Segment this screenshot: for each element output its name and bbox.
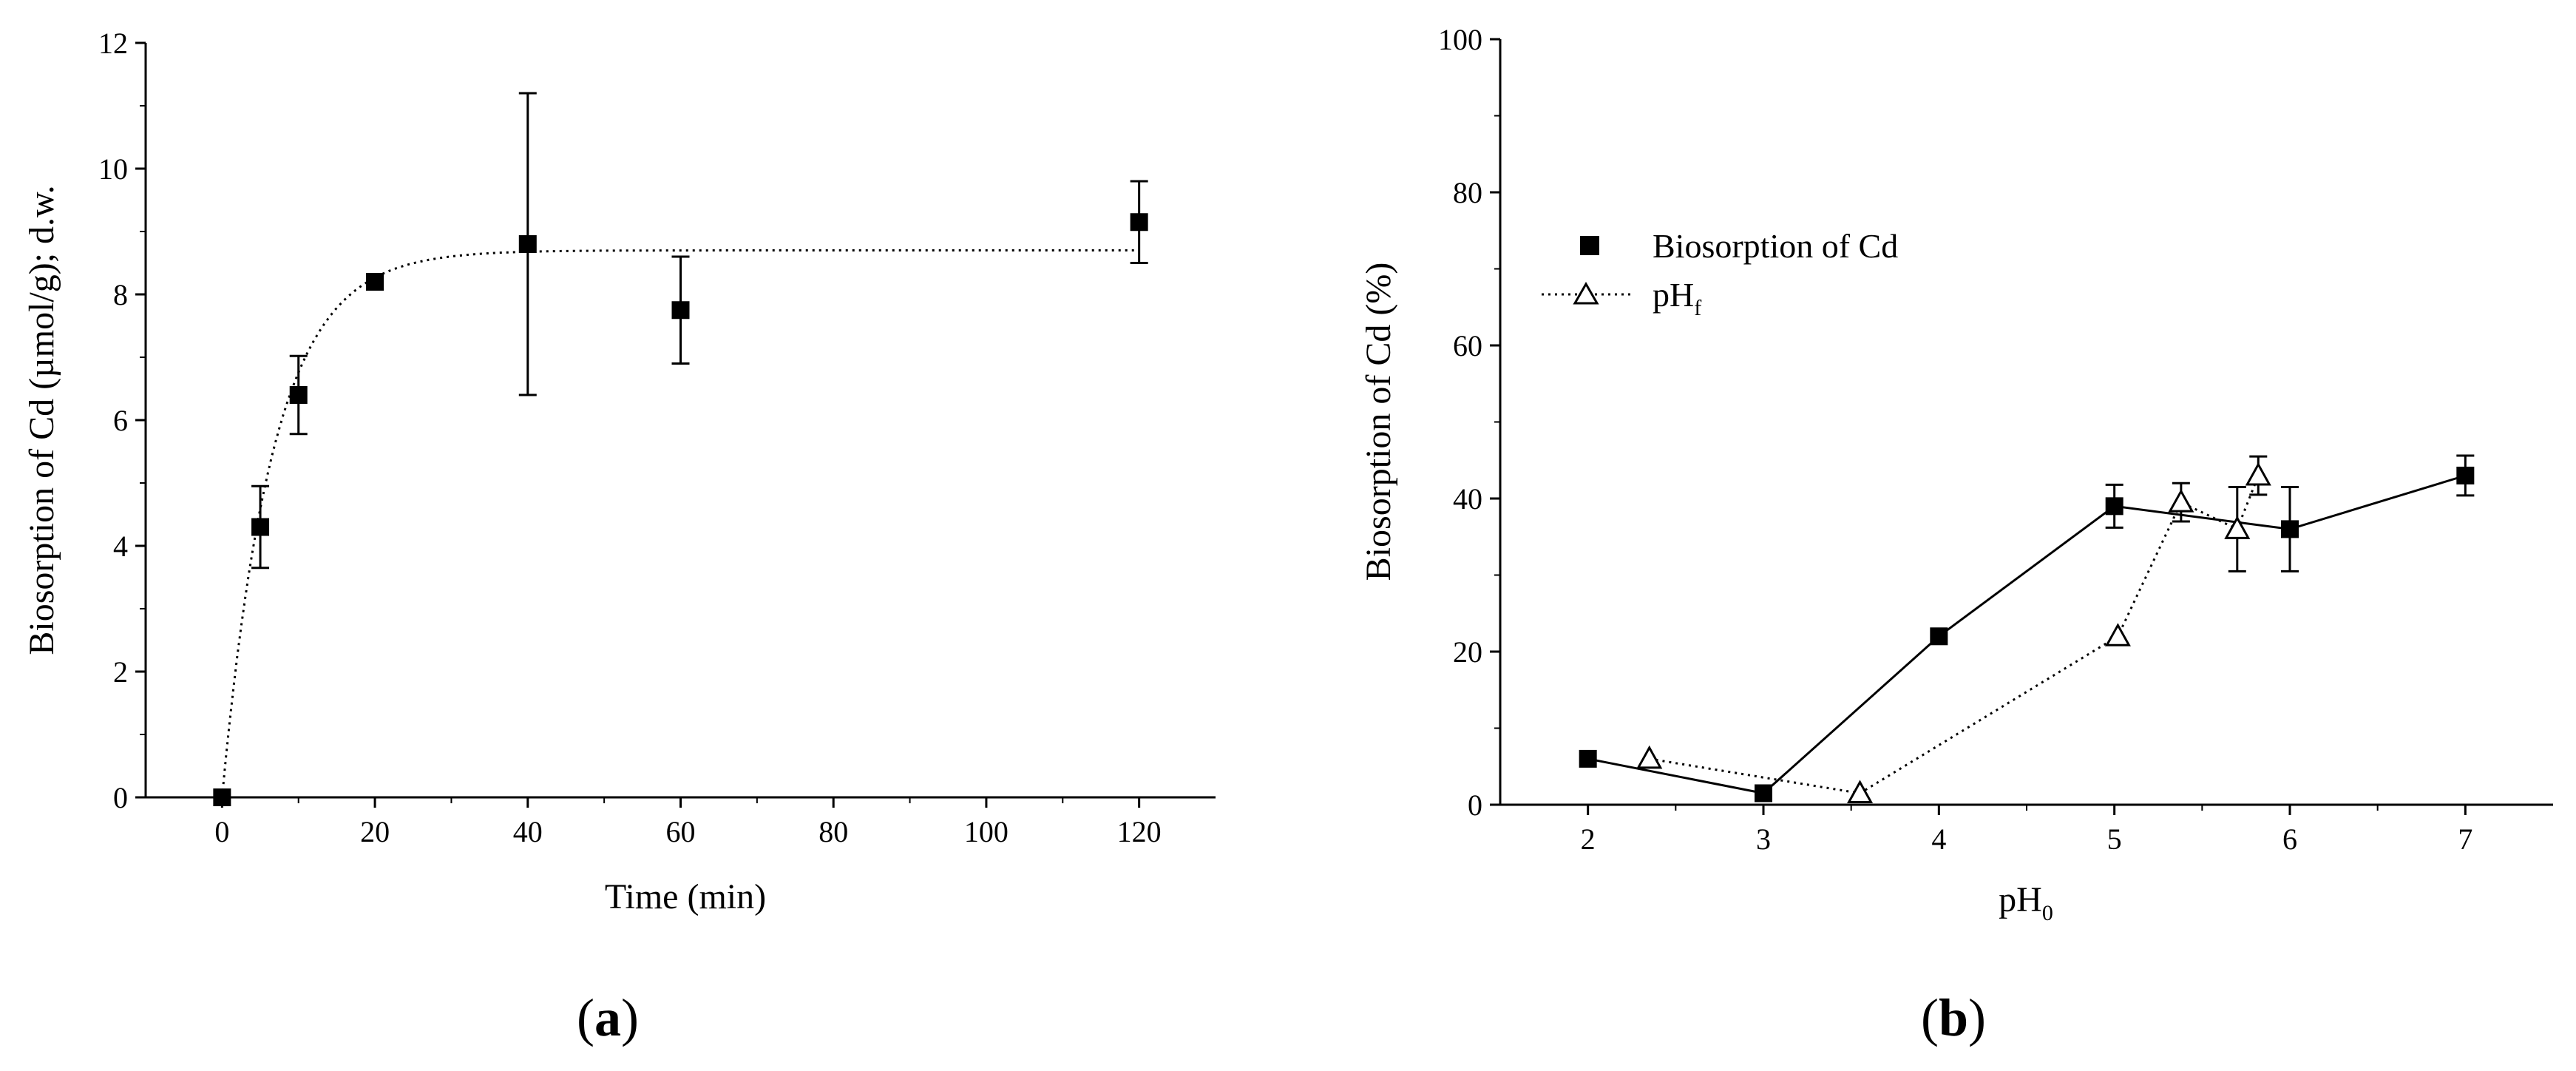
x-axis-title-sub: 0 [2042, 901, 2053, 925]
panel-label-a-letter: a [594, 988, 621, 1047]
x-axis-title: pH0 [1999, 880, 2053, 925]
x-axis-title-main: pH [1999, 880, 2042, 919]
data-point-square [213, 788, 231, 806]
panel-label-b: (b) [1921, 988, 1986, 1047]
legend-marker-phf [1573, 281, 1599, 305]
y-tick-label: 6 [113, 404, 128, 437]
x-tick-label: 40 [513, 815, 543, 848]
data-point-triangle [1846, 780, 1874, 803]
y-tick-label: 8 [113, 278, 128, 311]
data-point-square [2456, 466, 2475, 484]
data-points [1579, 454, 2475, 803]
data-point-square [289, 386, 308, 404]
legend-marker-biosorption [1580, 236, 1599, 255]
data-point-square [1579, 749, 1597, 768]
y-axis-title: Biosorption of Cd (µmol/g); d.w. [22, 185, 61, 655]
data-point-triangle [2104, 623, 2131, 646]
y-tick-label: 80 [1453, 176, 1482, 209]
y-tick-label: 10 [98, 152, 128, 186]
x-axis-title: Time (min) [605, 877, 766, 916]
data-point-square [366, 273, 384, 291]
y-tick-label: 20 [1453, 635, 1482, 669]
data-point-square [1930, 627, 1948, 646]
panel-a-chart: 0 20 40 60 80 100 120 0 2 4 6 8 10 12 Time (min) Bios… [22, 27, 1216, 1047]
panel-label-b-letter: b [1939, 988, 1968, 1047]
data-point-triangle [2224, 516, 2251, 539]
fit-curve [220, 249, 1139, 798]
data-point-triangle [2245, 462, 2271, 486]
data-point-square [2105, 497, 2123, 516]
y-tick-label: 0 [1468, 788, 1482, 822]
legend-label-phf-sub: f [1694, 296, 1701, 320]
x-tick-label: 5 [2107, 822, 2122, 856]
x-tick-label: 80 [818, 815, 848, 848]
x-tick-label: 120 [1117, 815, 1162, 848]
y-axis-title: Biosorption of Cd (%) [1359, 263, 1398, 581]
data-points [213, 92, 1148, 806]
legend: Biosorption of Cd pHf [1542, 227, 1898, 320]
panel-label-a: (a) [577, 988, 639, 1047]
y-tick-label: 12 [98, 27, 128, 60]
x-tick-label: 60 [666, 815, 696, 848]
legend-label-phf-main: pH [1653, 276, 1694, 314]
x-tick-label: 2 [1581, 822, 1596, 856]
data-point-square [2281, 520, 2299, 538]
y-tick-label: 40 [1453, 482, 1482, 516]
data-point-square [518, 235, 537, 253]
y-tick-label: 4 [113, 530, 128, 563]
data-point-square [671, 301, 690, 320]
y-tick-label: 2 [113, 655, 128, 689]
data-point-square [1755, 784, 1772, 803]
x-tick-label: 4 [1931, 822, 1946, 856]
y-tick-label: 60 [1453, 329, 1482, 362]
x-tick-label: 0 [214, 815, 229, 848]
data-point-square [251, 518, 270, 536]
x-tick-label: 100 [964, 815, 1009, 848]
axis-ticks: 2 3 4 5 6 7 0 20 40 60 80 100 [1438, 23, 2472, 856]
y-tick-label: 0 [113, 781, 128, 814]
legend-label-phf: pHf [1653, 276, 1701, 320]
data-point-square [1130, 213, 1148, 232]
axis-ticks: 0 20 40 60 80 100 120 0 2 4 6 8 10 12 [98, 27, 1162, 848]
x-tick-label: 20 [360, 815, 390, 848]
series-line-phf [1649, 475, 2260, 795]
data-point-triangle [2168, 489, 2194, 513]
data-point-triangle [1636, 745, 1663, 769]
x-tick-label: 6 [2282, 822, 2297, 856]
legend-label-biosorption: Biosorption of Cd [1653, 227, 1898, 265]
series-lines [1587, 474, 2466, 795]
y-tick-label: 100 [1438, 23, 1482, 56]
x-tick-label: 7 [2458, 822, 2472, 856]
series-line-biosorption [1587, 474, 2466, 795]
x-tick-label: 3 [1756, 822, 1771, 856]
